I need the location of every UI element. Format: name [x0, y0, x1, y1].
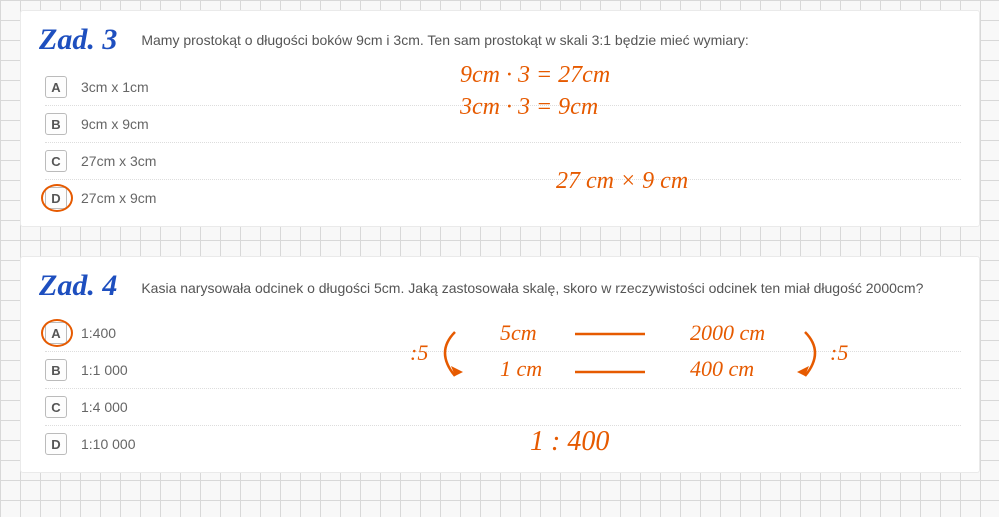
- option-letter: C: [45, 150, 67, 172]
- zad4-left-div: :5: [410, 340, 428, 366]
- option-letter: A: [45, 322, 67, 344]
- option-letter: D: [45, 433, 67, 455]
- zad3-options: A 3cm x 1cm B 9cm x 9cm C 27cm x 3cm D 2…: [39, 69, 961, 216]
- option-letter: B: [45, 113, 67, 135]
- zad4-right-div: :5: [830, 340, 848, 366]
- zad3-work-line2: 3cm · 3 = 9cm: [460, 94, 598, 121]
- zad3-title: Zad. 3: [39, 23, 117, 57]
- option-text: 1:4 000: [81, 399, 128, 415]
- option-letter: C: [45, 396, 67, 418]
- zad4-top-left: 5cm: [500, 320, 537, 346]
- zad3-work-line1: 9cm · 3 = 27cm: [460, 62, 610, 89]
- option-text: 3cm x 1cm: [81, 79, 149, 95]
- zad4-option-d[interactable]: D 1:10 000: [45, 426, 961, 462]
- option-text: 27cm x 3cm: [81, 153, 156, 169]
- zad4-option-c[interactable]: C 1:4 000: [45, 389, 961, 426]
- option-letter: B: [45, 359, 67, 381]
- option-text: 9cm x 9cm: [81, 116, 149, 132]
- zad4-bot-right: 400 cm: [690, 356, 754, 382]
- zad3-option-c[interactable]: C 27cm x 3cm: [45, 143, 961, 180]
- answer-circle-icon: [41, 184, 73, 212]
- option-letter: D: [45, 187, 67, 209]
- zad3-work-result: 27 cm × 9 cm: [556, 168, 688, 195]
- zad4-result: 1 : 400: [530, 426, 609, 458]
- zad4-question: Kasia narysowała odcinek o długości 5cm.…: [141, 280, 961, 296]
- option-text: 1:400: [81, 325, 116, 341]
- zad4-title: Zad. 4: [39, 269, 117, 303]
- zad3-title-row: Zad. 3 Mamy prostokąt o długości boków 9…: [39, 23, 961, 57]
- option-text: 1:1 000: [81, 362, 128, 378]
- zad4-top-right: 2000 cm: [690, 320, 765, 346]
- answer-circle-icon: [41, 319, 73, 347]
- zad3-option-d[interactable]: D 27cm x 9cm: [45, 180, 961, 216]
- zad4-bot-left: 1 cm: [500, 356, 542, 382]
- option-text: 1:10 000: [81, 436, 136, 452]
- option-text: 27cm x 9cm: [81, 190, 156, 206]
- zad3-question: Mamy prostokąt o długości boków 9cm i 3c…: [141, 32, 961, 48]
- zad4-title-row: Zad. 4 Kasia narysowała odcinek o długoś…: [39, 269, 961, 303]
- option-letter: A: [45, 76, 67, 98]
